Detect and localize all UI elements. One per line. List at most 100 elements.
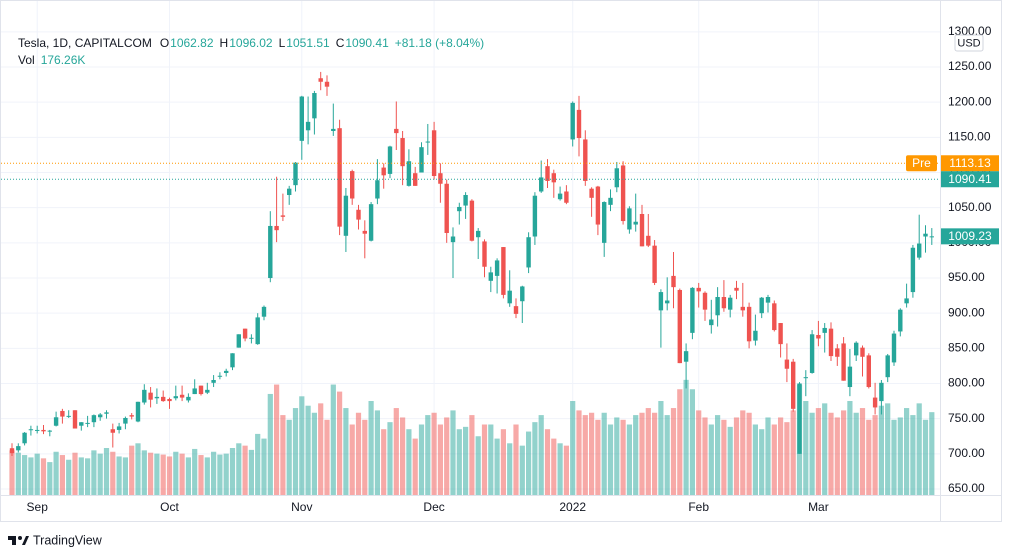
volume-bar [166, 456, 173, 495]
volume-bar [444, 417, 450, 495]
volume-bar [47, 462, 53, 495]
candle-body [614, 168, 619, 188]
volume-bar [387, 422, 393, 495]
volume-bar [765, 417, 771, 495]
candle-body [551, 173, 556, 183]
candle-body [450, 236, 456, 243]
volume-bar [626, 424, 632, 495]
candle-body [16, 446, 21, 451]
volume-bar [790, 410, 796, 495]
x-tick-label: Oct [160, 500, 179, 514]
volume-bar [185, 457, 191, 495]
candle-body [633, 221, 638, 225]
legend-key: O [159, 36, 170, 50]
volume-bar [822, 403, 828, 495]
volume-bar [22, 455, 28, 495]
candle-body [595, 186, 601, 225]
volume-bar [733, 417, 740, 495]
legend-key: L [278, 36, 286, 50]
candle-body [91, 415, 97, 423]
volume-bar [563, 445, 569, 495]
candle-body [85, 422, 90, 424]
volume-bar [853, 412, 859, 495]
volume-bar [53, 451, 59, 495]
candles [9, 71, 934, 456]
candle-body [41, 429, 46, 432]
candle-body [72, 410, 78, 429]
candle-body [324, 81, 330, 87]
volume-bar [110, 451, 116, 495]
candle-body [539, 177, 544, 192]
candle-body [872, 397, 878, 408]
candle-body [53, 417, 59, 426]
volume-bar [160, 454, 166, 495]
candle-body [425, 141, 430, 143]
volume-bar [904, 408, 910, 495]
candle-body [186, 396, 191, 401]
candle-body [129, 415, 134, 417]
legend-key: C [335, 36, 345, 50]
candle-body [47, 430, 52, 432]
candle-body [627, 208, 632, 230]
volume-bar [841, 410, 847, 495]
volume-bar [702, 417, 708, 495]
volume-bar [122, 457, 128, 495]
volume-bar [551, 438, 557, 495]
candle-body [337, 128, 342, 227]
legend-value: 1062.82 [170, 36, 214, 50]
candle-body [677, 289, 682, 364]
candle-body [507, 290, 512, 304]
candle-body [683, 351, 689, 362]
candle-body [236, 334, 241, 348]
volume-bar [229, 448, 236, 495]
y-tick-label: 900.00 [948, 305, 985, 319]
volume-bar [374, 410, 380, 495]
y-tick-label: 650.00 [948, 481, 985, 495]
y-tick-label: 750.00 [948, 411, 985, 425]
candle-body [501, 247, 506, 295]
candle-body [721, 296, 727, 309]
volume-bar [557, 443, 563, 495]
candle-body [192, 388, 197, 395]
volume-bar [727, 426, 733, 495]
volume-bar [311, 412, 317, 495]
candle-body [476, 230, 481, 238]
candle-body [671, 275, 676, 288]
candle-body [217, 375, 223, 377]
candle-body [104, 412, 109, 414]
candle-body [847, 366, 853, 388]
volume-bar [601, 412, 607, 495]
volume-bar [255, 433, 261, 495]
x-tick-label: Mar [808, 500, 829, 514]
volume-bar [784, 422, 790, 495]
volume-bar [72, 452, 78, 495]
volume-bar [859, 408, 866, 495]
candle-body [110, 429, 115, 433]
candle-body [431, 130, 437, 177]
candle-body [557, 193, 563, 200]
candle-body [98, 414, 103, 418]
candle-body [280, 215, 286, 217]
volume-bar [922, 419, 929, 495]
candle-body [362, 230, 367, 234]
volume-bar [456, 429, 462, 495]
candle-body [923, 233, 928, 237]
candle-body [803, 377, 808, 379]
candle-body [608, 197, 613, 205]
volume-bar [381, 429, 387, 495]
legend-change: +81.18 (+8.04%) [394, 36, 485, 50]
price-tag-box [906, 155, 937, 172]
candle-body [772, 303, 777, 331]
candle-body [148, 392, 153, 400]
volume-bar [15, 452, 21, 495]
volume-bar [66, 459, 72, 495]
x-tick-label: Nov [291, 500, 312, 514]
candle-body [343, 195, 349, 236]
candle-body [438, 173, 443, 184]
candle-body [356, 209, 361, 220]
candle-body [154, 396, 160, 399]
volume-bar [897, 417, 903, 495]
x-tick-label: 2022 [559, 500, 586, 514]
volume-bar [418, 424, 425, 495]
legend-key: Vol [18, 53, 35, 67]
